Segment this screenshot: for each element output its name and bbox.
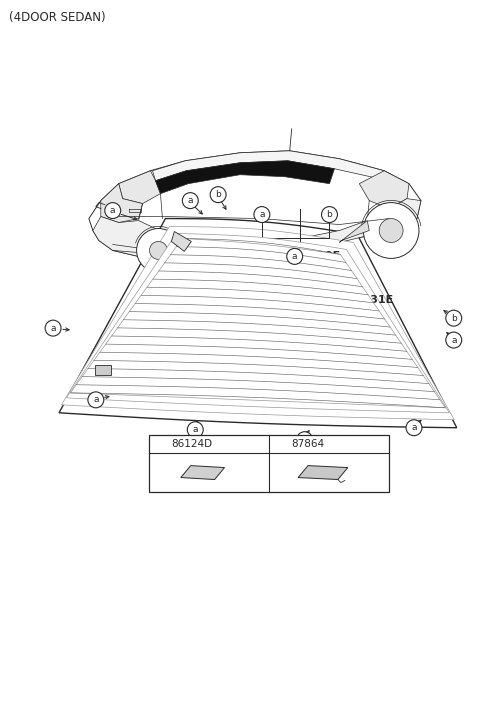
Polygon shape <box>61 226 455 420</box>
Circle shape <box>254 207 270 223</box>
Text: a: a <box>259 210 264 219</box>
Circle shape <box>150 241 168 259</box>
Text: b: b <box>277 439 283 448</box>
Circle shape <box>287 248 302 264</box>
Circle shape <box>379 218 403 243</box>
Circle shape <box>273 437 287 451</box>
Circle shape <box>153 437 167 451</box>
Polygon shape <box>339 220 369 243</box>
Polygon shape <box>360 171 409 209</box>
Circle shape <box>105 202 120 218</box>
Circle shape <box>406 420 422 436</box>
Polygon shape <box>298 465 348 480</box>
Polygon shape <box>181 465 225 480</box>
Text: a: a <box>93 396 98 404</box>
Polygon shape <box>171 231 192 251</box>
Text: 87131E: 87131E <box>348 295 394 305</box>
Text: a: a <box>188 196 193 205</box>
Circle shape <box>88 392 104 408</box>
Polygon shape <box>270 199 421 253</box>
Text: b: b <box>215 190 221 199</box>
Circle shape <box>210 187 226 202</box>
Text: 87110E: 87110E <box>295 251 341 261</box>
Polygon shape <box>101 184 143 223</box>
Text: b: b <box>326 210 332 219</box>
Text: a: a <box>292 252 298 261</box>
Bar <box>95 365 111 375</box>
Text: a: a <box>302 435 307 444</box>
Circle shape <box>182 192 198 209</box>
Text: 87864: 87864 <box>292 439 325 449</box>
Circle shape <box>137 228 180 272</box>
Circle shape <box>322 207 337 223</box>
Polygon shape <box>71 238 445 408</box>
Text: a: a <box>411 423 417 432</box>
Polygon shape <box>156 161 335 194</box>
Polygon shape <box>66 233 449 413</box>
Polygon shape <box>153 151 384 181</box>
Text: (4DOOR SEDAN): (4DOOR SEDAN) <box>9 11 106 24</box>
Text: a: a <box>451 335 456 345</box>
Text: a: a <box>50 324 56 332</box>
Text: b: b <box>451 314 456 322</box>
Circle shape <box>45 320 61 336</box>
Circle shape <box>363 202 419 258</box>
Polygon shape <box>119 171 160 204</box>
Text: a: a <box>192 425 198 434</box>
Text: a: a <box>110 206 116 215</box>
Circle shape <box>446 310 462 326</box>
Text: 86124D: 86124D <box>171 439 213 449</box>
Circle shape <box>187 421 203 438</box>
Circle shape <box>446 332 462 348</box>
Polygon shape <box>89 151 421 261</box>
Polygon shape <box>59 218 457 428</box>
Polygon shape <box>93 217 220 261</box>
Text: a: a <box>156 439 162 448</box>
Circle shape <box>297 432 312 447</box>
Bar <box>148 434 389 493</box>
